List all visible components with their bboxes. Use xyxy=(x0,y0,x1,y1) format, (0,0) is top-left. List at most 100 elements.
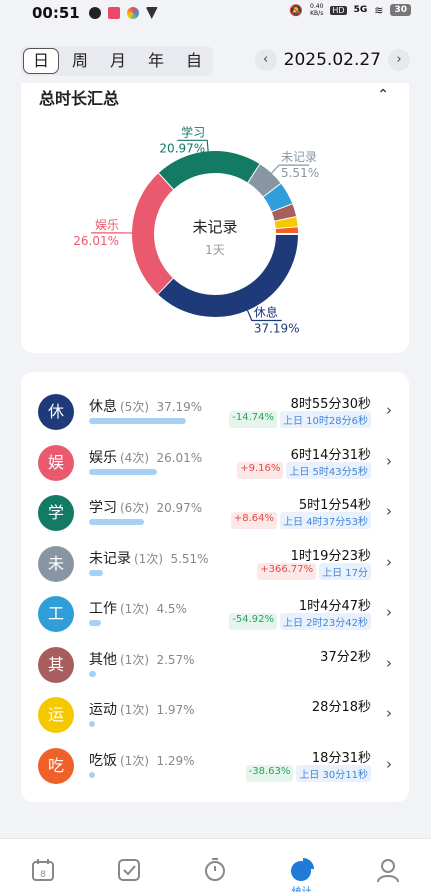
category-duration: 28分18秒 xyxy=(311,700,371,715)
nav-tasks[interactable] xyxy=(99,857,159,887)
slice-label: 休息 xyxy=(254,304,278,319)
donut-slice xyxy=(271,204,297,222)
category-name: 未记录 xyxy=(89,550,131,567)
category-label: 休息 (5次) 37.19% xyxy=(89,396,202,416)
slice-label: 娱乐 xyxy=(95,218,119,232)
percent-bar-fill xyxy=(89,418,186,424)
category-count: (1次) xyxy=(120,703,149,717)
next-day-button[interactable]: › xyxy=(388,49,410,71)
category-row[interactable]: 运运动 (1次) 1.97% 28分18秒 › xyxy=(21,693,409,743)
donut-center-sub: 1天 xyxy=(205,243,225,257)
category-row[interactable]: 娱娱乐 (4次) 26.01% 6时14分31秒 +9.16% 上日 5时43分5秒 › xyxy=(21,441,409,491)
category-icon: 娱 xyxy=(38,444,74,481)
category-percent: 4.5% xyxy=(156,602,187,616)
nav-timer[interactable] xyxy=(185,857,245,887)
percent-bar xyxy=(89,468,189,475)
leader-line xyxy=(177,139,209,152)
tab-month[interactable]: 月 xyxy=(109,51,126,70)
category-count: (4次) xyxy=(120,450,149,465)
prev-day-button[interactable]: ‹ xyxy=(254,49,277,71)
category-duration: 6时14分31秒 xyxy=(290,447,371,463)
signal-5g: 5G xyxy=(353,5,368,15)
change-badge: +9.16% xyxy=(237,461,284,479)
net-rate: 0.40 KB/s xyxy=(310,3,323,17)
donut-center-label: 未记录 xyxy=(192,218,237,236)
donut-chart: 休息 37.19% 娱乐 26.01% 学习 20.97% 未记录 5.51% 未记录 1天 xyxy=(73,124,319,335)
category-name: 其他 xyxy=(89,651,117,668)
qq-icon xyxy=(88,7,101,19)
percent-bar xyxy=(89,569,189,576)
percent-bar-fill xyxy=(89,620,101,626)
category-label: 运动 (1次) 1.97% xyxy=(89,699,195,719)
category-row[interactable]: 未未记录 (1次) 5.51% 1时19分23秒 +366.77% 上日 17分 › xyxy=(21,542,409,592)
user-icon xyxy=(376,859,399,883)
status-bar: 00:51 🔕 0.40 KB/s HD 5G ≋ 30 xyxy=(0,0,431,26)
category-label: 其他 (1次) 2.57% xyxy=(89,649,195,669)
comparison: -38.63% 上日 30分11秒 xyxy=(245,764,371,782)
category-duration: 1时4分47秒 xyxy=(298,599,371,614)
nav-profile[interactable] xyxy=(358,857,418,887)
timer-icon xyxy=(205,858,226,881)
category-duration: 37分2秒 xyxy=(320,649,371,665)
chevron-right-icon: › xyxy=(386,552,392,571)
leader-line xyxy=(271,164,309,174)
donut-slice xyxy=(274,217,298,230)
category-count: (1次) xyxy=(120,753,149,768)
category-name: 运动 xyxy=(89,702,117,718)
category-count: (1次) xyxy=(120,602,149,616)
chevron-right-icon: › xyxy=(386,502,392,520)
bottom-nav: 8 统计 xyxy=(0,838,431,892)
category-name: 工作 xyxy=(89,601,117,617)
svg-text:8: 8 xyxy=(40,870,46,880)
comparison: -14.74% 上日 10时28分6秒 xyxy=(229,411,371,428)
category-label: 未记录 (1次) 5.51% xyxy=(89,548,209,568)
previous-day-duration: 上日 5时43分5秒 xyxy=(286,461,371,479)
category-label: 学习 (6次) 20.97% xyxy=(89,497,202,517)
tab-day[interactable]: 日 xyxy=(23,48,59,74)
summary-title: 总时长汇总 xyxy=(39,89,120,108)
category-row[interactable]: 休休息 (5次) 37.19% 8时55分30秒 -14.74% 上日 10时28分6秒… xyxy=(21,390,409,440)
chevron-up-icon[interactable]: ⌃ xyxy=(377,87,389,103)
category-name: 吃饭 xyxy=(89,752,117,769)
category-row[interactable]: 学学习 (6次) 20.97% 5时1分54秒 +8.64% 上日 4时37分53秒 › xyxy=(21,491,409,541)
category-duration: 18分31秒 xyxy=(311,750,371,766)
category-row[interactable]: 吃吃饭 (1次) 1.29% 18分31秒 -38.63% 上日 30分11秒 › xyxy=(21,744,409,794)
category-percent: 37.19% xyxy=(156,400,203,414)
category-row[interactable]: 其其他 (1次) 2.57% 37分2秒 › xyxy=(21,643,409,693)
calendar-icon: 8 xyxy=(32,859,55,881)
net-rate-unit: KB/s xyxy=(310,10,324,17)
nav-calendar[interactable]: 8 xyxy=(13,857,73,887)
notification-icons xyxy=(88,7,158,19)
mute-icon: 🔕 xyxy=(289,3,304,17)
category-list: 休休息 (5次) 37.19% 8时55分30秒 -14.74% 上日 10时28分6秒… xyxy=(21,372,409,802)
category-icon: 未 xyxy=(38,545,74,582)
current-date[interactable]: 2025.02.27 xyxy=(283,50,381,70)
date-navigator: ‹ 2025.02.27 › xyxy=(254,49,410,71)
nav-stats[interactable]: 统计 xyxy=(272,857,332,892)
comparison: +8.64% 上日 4时37分53秒 xyxy=(230,512,371,529)
checkbox-icon xyxy=(118,859,141,881)
slice-label: 学习 xyxy=(181,124,205,139)
category-duration: 1时19分23秒 xyxy=(290,548,371,564)
category-percent: 20.97% xyxy=(156,501,203,515)
percent-bar xyxy=(89,620,189,626)
tab-year[interactable]: 年 xyxy=(147,51,164,70)
previous-day-duration: 上日 30分11秒 xyxy=(296,764,371,782)
category-label: 吃饭 (1次) 1.29% xyxy=(89,750,195,770)
net-rate-value: 0.40 xyxy=(310,3,324,10)
tab-custom[interactable]: 自 xyxy=(185,51,202,70)
change-badge: +8.64% xyxy=(230,512,277,529)
slice-label: 未记录 xyxy=(281,150,317,164)
category-row[interactable]: 工工作 (1次) 4.5% 1时4分47秒 -54.92% 上日 2时23分42秒 › xyxy=(21,592,409,642)
percent-bar-fill xyxy=(89,519,144,525)
category-duration: 8时55分30秒 xyxy=(290,397,371,412)
category-label: 工作 (1次) 4.5% xyxy=(89,598,187,618)
change-badge: -14.74% xyxy=(229,411,277,428)
category-count: (5次) xyxy=(120,400,149,414)
change-badge: -54.92% xyxy=(229,613,277,630)
pie-chart-icon xyxy=(290,858,314,881)
category-duration: 5时1分54秒 xyxy=(298,498,371,513)
tab-week[interactable]: 周 xyxy=(71,51,88,70)
category-count: (1次) xyxy=(120,652,149,667)
donut-slice xyxy=(157,233,298,317)
